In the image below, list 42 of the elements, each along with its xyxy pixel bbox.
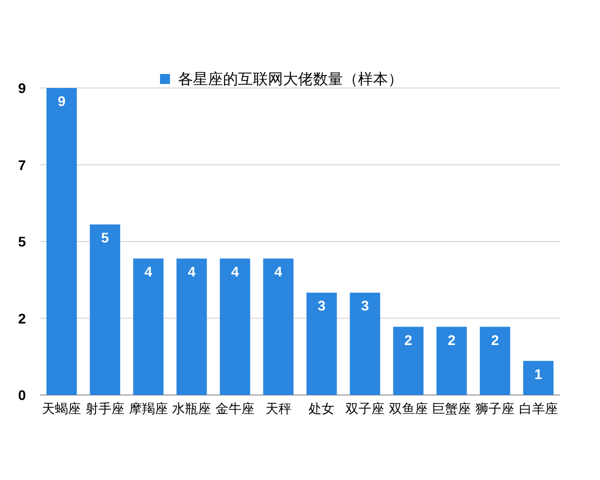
bar	[176, 258, 207, 395]
data-label: 1	[534, 366, 542, 382]
bar	[393, 326, 424, 395]
x-tick-label: 摩羯座	[128, 401, 168, 416]
data-label: 4	[188, 264, 196, 280]
x-tick-label: 金牛座	[216, 401, 254, 416]
legend-label: 各星座的互联网大佬数量（样本）	[178, 71, 403, 88]
data-label: 4	[274, 264, 282, 280]
x-tick-label: 白羊座	[518, 401, 558, 416]
bar	[263, 258, 294, 395]
data-label: 2	[404, 332, 412, 348]
x-tick-label: 巨蟹座	[432, 401, 472, 416]
bar	[350, 292, 380, 395]
data-label: 4	[144, 264, 152, 280]
x-tick-label: 双鱼座	[388, 401, 428, 416]
data-label: 4	[231, 264, 240, 280]
bar	[523, 360, 554, 395]
y-tick-label: 0	[18, 387, 26, 403]
bar	[306, 292, 337, 395]
bar	[436, 326, 467, 395]
bar	[480, 326, 510, 395]
y-tick-label: 2	[18, 310, 26, 326]
y-tick-label: 7	[18, 156, 26, 173]
data-label: 2	[491, 332, 500, 348]
x-tick-label: 水瓶座	[172, 401, 212, 416]
data-label: 2	[448, 332, 456, 348]
y-tick-label: 9	[18, 80, 26, 96]
data-label: 9	[58, 93, 66, 109]
data-label: 3	[361, 298, 370, 314]
bar	[90, 224, 120, 395]
data-label: 3	[318, 298, 326, 314]
data-label: 5	[101, 229, 110, 246]
bar	[46, 88, 77, 395]
x-tick-label: 射手座	[86, 401, 124, 416]
y-tick-label: 5	[18, 234, 26, 250]
x-tick-label: 天蝎座	[42, 401, 82, 416]
x-tick-label: 双子座	[346, 401, 384, 416]
x-tick-label: 天秤	[265, 401, 292, 416]
x-tick-label: 狮子座	[476, 401, 514, 416]
bar	[133, 258, 164, 395]
x-tick-label: 处女	[308, 401, 335, 416]
bar	[220, 258, 250, 395]
